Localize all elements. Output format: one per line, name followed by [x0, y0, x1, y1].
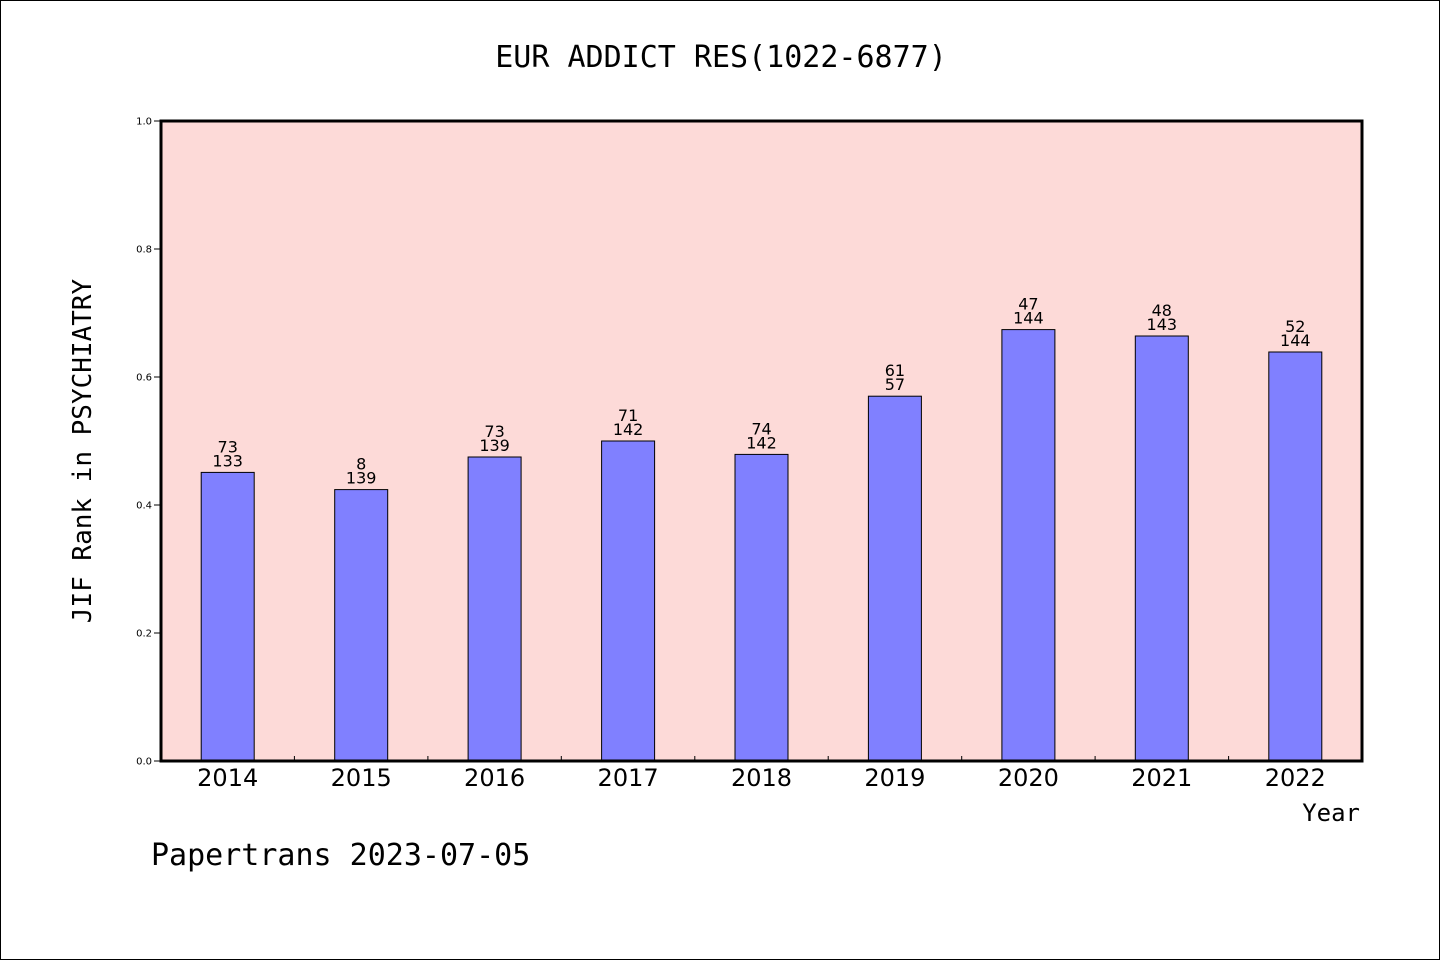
bar-total-label: 142	[613, 420, 644, 439]
bar-rank-label: 73	[484, 422, 504, 441]
x-tick-label: 2022	[1265, 764, 1326, 792]
bar-2021	[1134, 335, 1189, 762]
bar-2019	[867, 395, 922, 762]
x-tick-label: 2018	[731, 764, 792, 792]
bar-total-label: 143	[1147, 315, 1178, 334]
x-tick-label: 2016	[464, 764, 525, 792]
y-tick-label: 0.6	[136, 373, 152, 384]
bar-2020	[1001, 329, 1056, 762]
bar-total-label: 144	[1280, 331, 1311, 350]
x-axis: 2014 2015 2016 2017 2018 2019 2020 2021 2022	[197, 756, 1326, 792]
bar-total-label: 142	[746, 433, 777, 452]
x-tick-label: 2014	[197, 764, 258, 792]
bar-rank-label: 52	[1285, 317, 1305, 336]
bar-rank-label: 48	[1152, 301, 1172, 320]
y-tick-label: 1.0	[136, 117, 152, 128]
y-axis-label: JIF Rank in PSYCHIATRY	[68, 278, 98, 623]
bar-2016	[467, 456, 522, 762]
bar-2018	[734, 453, 789, 762]
x-tick-label: 2020	[998, 764, 1059, 792]
y-tick-label: 0.2	[136, 629, 152, 640]
bar-rank-label: 71	[618, 406, 638, 425]
bars-group	[200, 329, 1323, 762]
bar-2017	[601, 440, 656, 762]
bar-total-label: 133	[212, 451, 243, 470]
x-tick-label: 2015	[331, 764, 392, 792]
x-tick-label: 2017	[598, 764, 659, 792]
x-tick-label: 2019	[864, 764, 925, 792]
y-axis: 0.0 0.2 0.4 0.6 0.8 1.0	[136, 117, 161, 768]
bar-rank-label: 8	[356, 455, 366, 474]
bar-rank-label: 61	[885, 361, 905, 380]
bar-total-label: 57	[885, 375, 905, 394]
bar-rank-label: 73	[218, 437, 238, 456]
bar-total-label: 139	[346, 469, 377, 488]
y-tick-label: 0.8	[136, 245, 152, 256]
footer-credit: Papertrans 2023-07-05	[151, 838, 530, 873]
plot-frame	[159, 119, 1364, 763]
bar-total-label: 144	[1013, 309, 1044, 328]
bar-2015	[334, 489, 389, 762]
chart-title: EUR ADDICT RES(1022-6877)	[495, 40, 947, 75]
bar-2022	[1268, 351, 1323, 762]
y-tick-label: 0.0	[136, 757, 152, 768]
bar-rank-label: 74	[751, 419, 771, 438]
y-tick-label: 0.4	[136, 501, 152, 512]
x-axis-label: Year	[1302, 799, 1360, 827]
x-tick-label: 2021	[1131, 764, 1192, 792]
bar-total-label: 139	[479, 436, 510, 455]
bar-2014	[200, 471, 255, 762]
bar-rank-label: 47	[1018, 295, 1038, 314]
